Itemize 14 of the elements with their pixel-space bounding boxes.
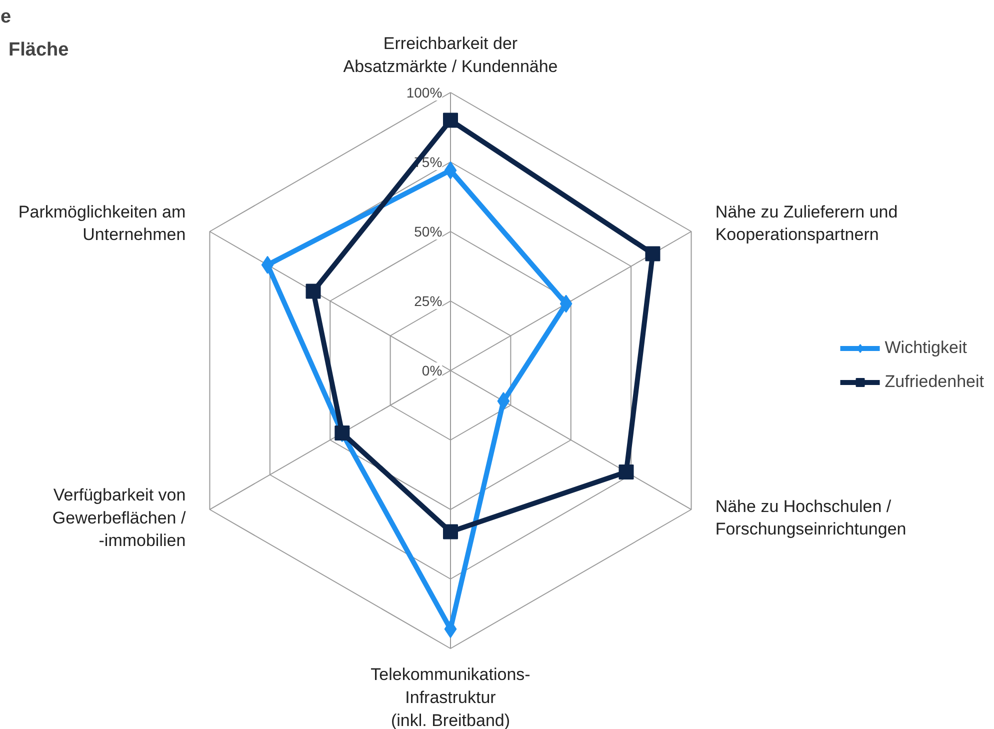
legend-label: Zufriedenheit (884, 372, 984, 392)
spoke-label: Nähe zu Zulieferern und Kooperationspartnern (715, 202, 898, 244)
y-tick-label: 0% (422, 362, 442, 378)
spoke-label: Telekommunikations- Infrastruktur (inkl. Breitband) (370, 665, 530, 729)
y-tick-label: 100% (406, 84, 442, 100)
legend-label: Wichtigkeit (884, 338, 967, 358)
y-tick-label: 50% (414, 224, 442, 240)
chart-title: e (0, 6, 12, 28)
spoke-label: Nähe zu Hochschulen / Forschungseinrichtungen (715, 496, 906, 539)
spoke-label: Erreichbarkeit der Absatzmärkte / Kundennähe (343, 34, 558, 76)
spoke-label: Parkmöglichkeiten am Unternehmen (18, 202, 186, 244)
spoke-label: Verfügbarkeit von Gewerbeflächen / -immobilien (52, 486, 186, 550)
chart-subtitle: Fläche (8, 40, 69, 60)
y-tick-label: 25% (414, 293, 442, 309)
